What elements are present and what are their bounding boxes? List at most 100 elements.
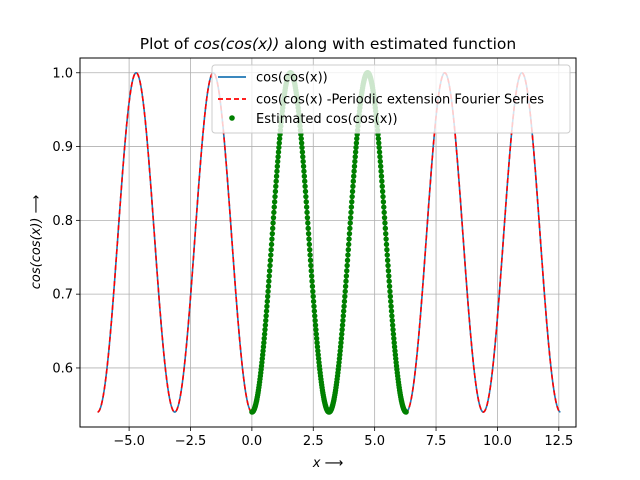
data-point	[385, 262, 391, 269]
data-point	[309, 283, 316, 290]
data-point	[403, 409, 409, 415]
data-point	[259, 352, 266, 358]
data-point	[270, 220, 276, 226]
data-point	[390, 326, 396, 333]
data-point	[351, 168, 357, 174]
data-point	[352, 158, 358, 165]
data-point	[349, 199, 355, 205]
data-point	[389, 322, 396, 328]
data-point	[352, 154, 358, 160]
data-point	[310, 288, 316, 295]
y-tick-label: 0.9	[52, 140, 73, 155]
plot-frame	[79, 57, 577, 428]
data-point	[276, 135, 283, 142]
data-point	[377, 154, 383, 160]
data-point	[314, 339, 320, 346]
data-point	[388, 303, 394, 309]
data-point	[386, 278, 392, 284]
data-point	[381, 214, 388, 221]
data-point	[300, 163, 307, 170]
data-point	[314, 344, 321, 350]
data-point	[346, 230, 353, 237]
data-point	[344, 257, 351, 264]
data-point	[307, 252, 313, 258]
y-tick-label: 0.8	[52, 214, 73, 229]
data-point	[260, 348, 266, 354]
data-point	[392, 348, 398, 354]
data-point	[266, 273, 272, 279]
data-point	[376, 144, 382, 151]
data-point	[353, 140, 360, 146]
data-point	[348, 204, 355, 210]
x-tick-label: 2.5	[303, 434, 324, 449]
ticks: −5.0 −2.5 0.0 2.5 5.0 7.5 10.0 12.5 0.6 0.7 0.8 0.9…	[52, 66, 573, 449]
data-point	[388, 308, 395, 314]
data-point	[264, 293, 271, 300]
data-point	[307, 247, 313, 253]
data-point	[308, 268, 314, 274]
y-tick-label: 0.6	[52, 361, 73, 376]
legend-swatch-estimated-marker	[229, 115, 235, 121]
data-point	[341, 303, 347, 309]
legend-label-estimated: Estimated cos(cos(x))	[256, 112, 398, 127]
data-point	[388, 298, 394, 305]
data-point	[354, 135, 360, 142]
data-point	[383, 241, 390, 248]
data-point	[351, 173, 357, 179]
x-tick-label: 5.0	[364, 434, 385, 449]
data-point	[268, 252, 274, 258]
data-point	[340, 308, 347, 314]
data-point	[264, 298, 271, 305]
data-point	[266, 278, 272, 284]
data-point	[350, 183, 356, 189]
data-point	[298, 140, 305, 146]
data-point	[383, 236, 389, 242]
legend-label-fourier: cos(cos(x) -Periodic extension Fourier S…	[256, 93, 544, 108]
data-point	[305, 220, 311, 226]
data-point	[386, 273, 392, 279]
legend-box	[211, 64, 571, 134]
data-point	[266, 268, 273, 274]
data-point	[379, 188, 386, 195]
data-point	[265, 288, 271, 295]
data-point	[274, 168, 280, 174]
data-point	[300, 158, 306, 165]
data-point	[376, 140, 382, 146]
data-point	[261, 331, 268, 337]
data-point	[272, 188, 279, 195]
data-point	[306, 241, 313, 248]
data-point	[349, 188, 356, 195]
data-point	[313, 326, 319, 333]
data-point	[275, 158, 281, 165]
data-point	[305, 230, 312, 237]
data-point	[379, 183, 385, 190]
data-point	[276, 144, 282, 151]
data-point	[275, 154, 281, 160]
data-point	[389, 317, 395, 324]
data-point	[341, 298, 348, 305]
data-point	[345, 252, 351, 258]
data-point	[304, 214, 311, 221]
data-point	[382, 220, 388, 226]
chart-title: Plot of cos(cos(x)) along with estimated…	[140, 35, 516, 53]
data-point	[376, 149, 383, 155]
data-point	[344, 268, 350, 274]
y-tick-label: 1.0	[52, 66, 73, 81]
data-point	[263, 313, 269, 319]
data-point	[381, 204, 387, 210]
data-point	[267, 257, 274, 264]
data-point	[301, 173, 308, 179]
data-point	[342, 293, 348, 300]
data-point	[307, 257, 314, 264]
data-point	[378, 168, 384, 174]
data-point	[353, 144, 359, 151]
data-point	[301, 168, 307, 174]
data-point	[339, 331, 345, 337]
data-point	[352, 149, 359, 155]
data-point	[273, 183, 279, 189]
data-point	[381, 209, 387, 216]
data-point	[340, 317, 346, 324]
y-axis-label: cos(cos(x)) ⟶	[29, 195, 44, 290]
data-point	[338, 335, 345, 342]
data-point	[312, 317, 318, 324]
